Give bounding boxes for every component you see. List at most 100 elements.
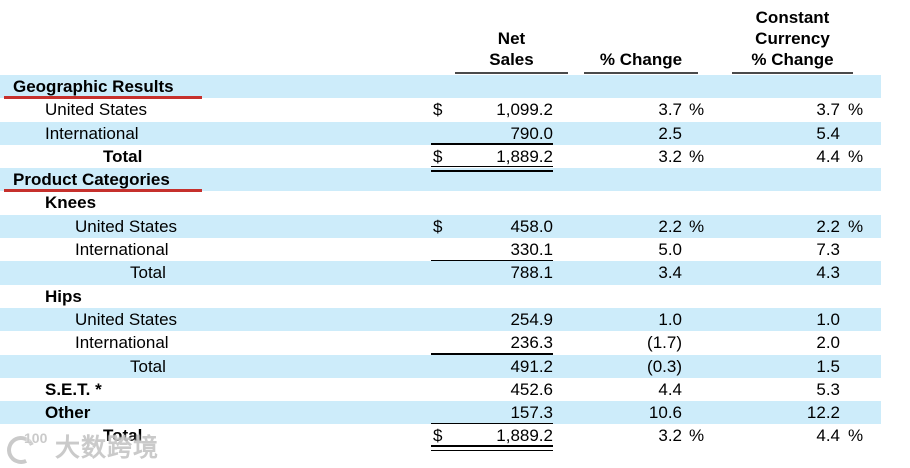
col-header-line: Net	[497, 29, 526, 48]
column-gap	[553, 98, 583, 121]
row-label: United States	[75, 309, 178, 329]
column-gap	[715, 122, 739, 145]
constant-currency-percent-sign	[840, 285, 881, 308]
dollar-sign: $	[433, 146, 443, 166]
constant-currency-value: 2.2	[816, 216, 840, 236]
pct-change-percent-sign	[682, 331, 715, 354]
column-gap	[553, 191, 583, 214]
watermark-logo-number: 100	[24, 430, 48, 446]
net-sales-cell: 157.3	[431, 401, 553, 425]
constant-currency-value: 4.3	[816, 263, 840, 283]
column-gap	[715, 401, 739, 424]
net-sales-cell: 254.9	[431, 308, 553, 331]
table-row: Other 157.3 10.6 12.2	[0, 401, 881, 425]
column-gap	[715, 238, 739, 261]
pct-change-value: 2.5	[658, 123, 682, 143]
col-header-line: Sales	[489, 50, 534, 69]
net-sales-cell	[431, 191, 553, 214]
col-header-line: % Change	[599, 50, 683, 69]
row-label: Hips	[45, 286, 82, 306]
net-sales-cell	[431, 168, 553, 191]
pct-change-value	[583, 191, 682, 214]
dollar-sign	[431, 331, 457, 354]
constant-currency-percent-sign	[840, 331, 881, 354]
row-label-cell: Total	[0, 145, 431, 168]
column-gap	[553, 238, 583, 261]
row-label-cell: Knees	[0, 191, 431, 214]
row-label-cell: Hips	[0, 285, 431, 308]
net-sales-cell: 236.3	[431, 331, 553, 355]
pct-change-percent-sign: %	[689, 216, 705, 236]
table-header: Net Sales % Change Constant Currency % C…	[0, 0, 881, 75]
row-label-cell: S.E.T. *	[0, 378, 431, 401]
net-sales-cell: 491.2	[431, 355, 553, 378]
dollar-sign	[431, 191, 457, 214]
row-label: Total	[103, 426, 143, 446]
pct-change-percent-sign	[682, 122, 715, 145]
column-gap	[553, 378, 583, 401]
row-label: United States	[45, 100, 148, 120]
pct-change-percent-sign	[682, 378, 715, 401]
column-gap	[715, 355, 739, 378]
constant-currency-value: 1.5	[816, 356, 840, 376]
col-header-line: % Change	[751, 50, 834, 69]
pct-change-value: 2.2	[658, 216, 682, 236]
column-gap	[715, 168, 739, 191]
net-sales-cell: 330.1	[431, 238, 553, 262]
dollar-sign	[431, 378, 457, 401]
dollar-sign	[431, 238, 457, 261]
constant-currency-percent-sign	[840, 308, 881, 331]
pct-change-value: (0.3)	[647, 356, 682, 376]
constant-currency-value: 4.4	[816, 146, 840, 166]
pct-change-value: 3.2	[658, 426, 682, 446]
row-label: International	[75, 333, 169, 353]
dollar-sign	[431, 261, 457, 284]
col-header-pct-change: % Change	[584, 49, 698, 74]
pct-change-value	[583, 75, 682, 98]
dollar-sign: $	[433, 100, 443, 120]
pct-change-value: 3.2	[658, 146, 682, 166]
constant-currency-value: 12.2	[806, 403, 840, 423]
row-label-cell: International	[0, 122, 431, 145]
column-gap	[715, 98, 739, 121]
table-row: United States 254.9 1.0 1.0	[0, 307, 881, 332]
net-sales-value	[457, 75, 553, 98]
constant-currency-percent-sign: %	[848, 146, 864, 166]
constant-currency-value: 7.3	[816, 240, 840, 260]
pct-change-percent-sign: %	[689, 146, 705, 166]
constant-currency-percent-sign	[840, 75, 881, 98]
constant-currency-value: 5.3	[816, 379, 840, 399]
section-red-underline	[4, 189, 202, 193]
row-label: Total	[130, 263, 166, 283]
pct-change-percent-sign	[682, 401, 715, 424]
constant-currency-value	[739, 285, 840, 308]
dollar-sign	[431, 122, 457, 145]
row-label-cell: Other	[0, 401, 431, 424]
col-header-constant-currency-pct-change: Constant Currency % Change	[732, 7, 853, 74]
row-label-cell: United States	[0, 215, 431, 238]
constant-currency-percent-sign	[840, 122, 881, 145]
column-gap	[553, 168, 583, 191]
net-sales-value: 1,099.2	[496, 100, 553, 120]
row-label: International	[45, 123, 139, 143]
net-sales-value	[457, 168, 553, 191]
col-header-net-sales: Net Sales	[455, 28, 568, 74]
row-label-cell: International	[0, 238, 431, 261]
column-gap	[715, 308, 739, 331]
column-gap	[715, 261, 739, 284]
constant-currency-value: 1.0	[816, 309, 840, 329]
row-label: International	[75, 240, 169, 260]
pct-change-percent-sign	[682, 238, 715, 261]
column-gap	[715, 424, 739, 447]
net-sales-value: 157.3	[510, 403, 553, 423]
table-row: S.E.T. * 452.6 4.4 5.3	[0, 378, 881, 401]
net-sales-value	[457, 285, 553, 308]
constant-currency-percent-sign	[840, 401, 881, 424]
table-row: Knees	[0, 191, 881, 214]
net-sales-cell	[431, 75, 553, 98]
table-row: Geographic Results	[0, 75, 881, 100]
dollar-sign	[431, 168, 457, 191]
column-gap	[553, 331, 583, 354]
table-row: Total 788.1 3.4 4.3	[0, 261, 881, 285]
row-label: Other	[45, 403, 91, 423]
